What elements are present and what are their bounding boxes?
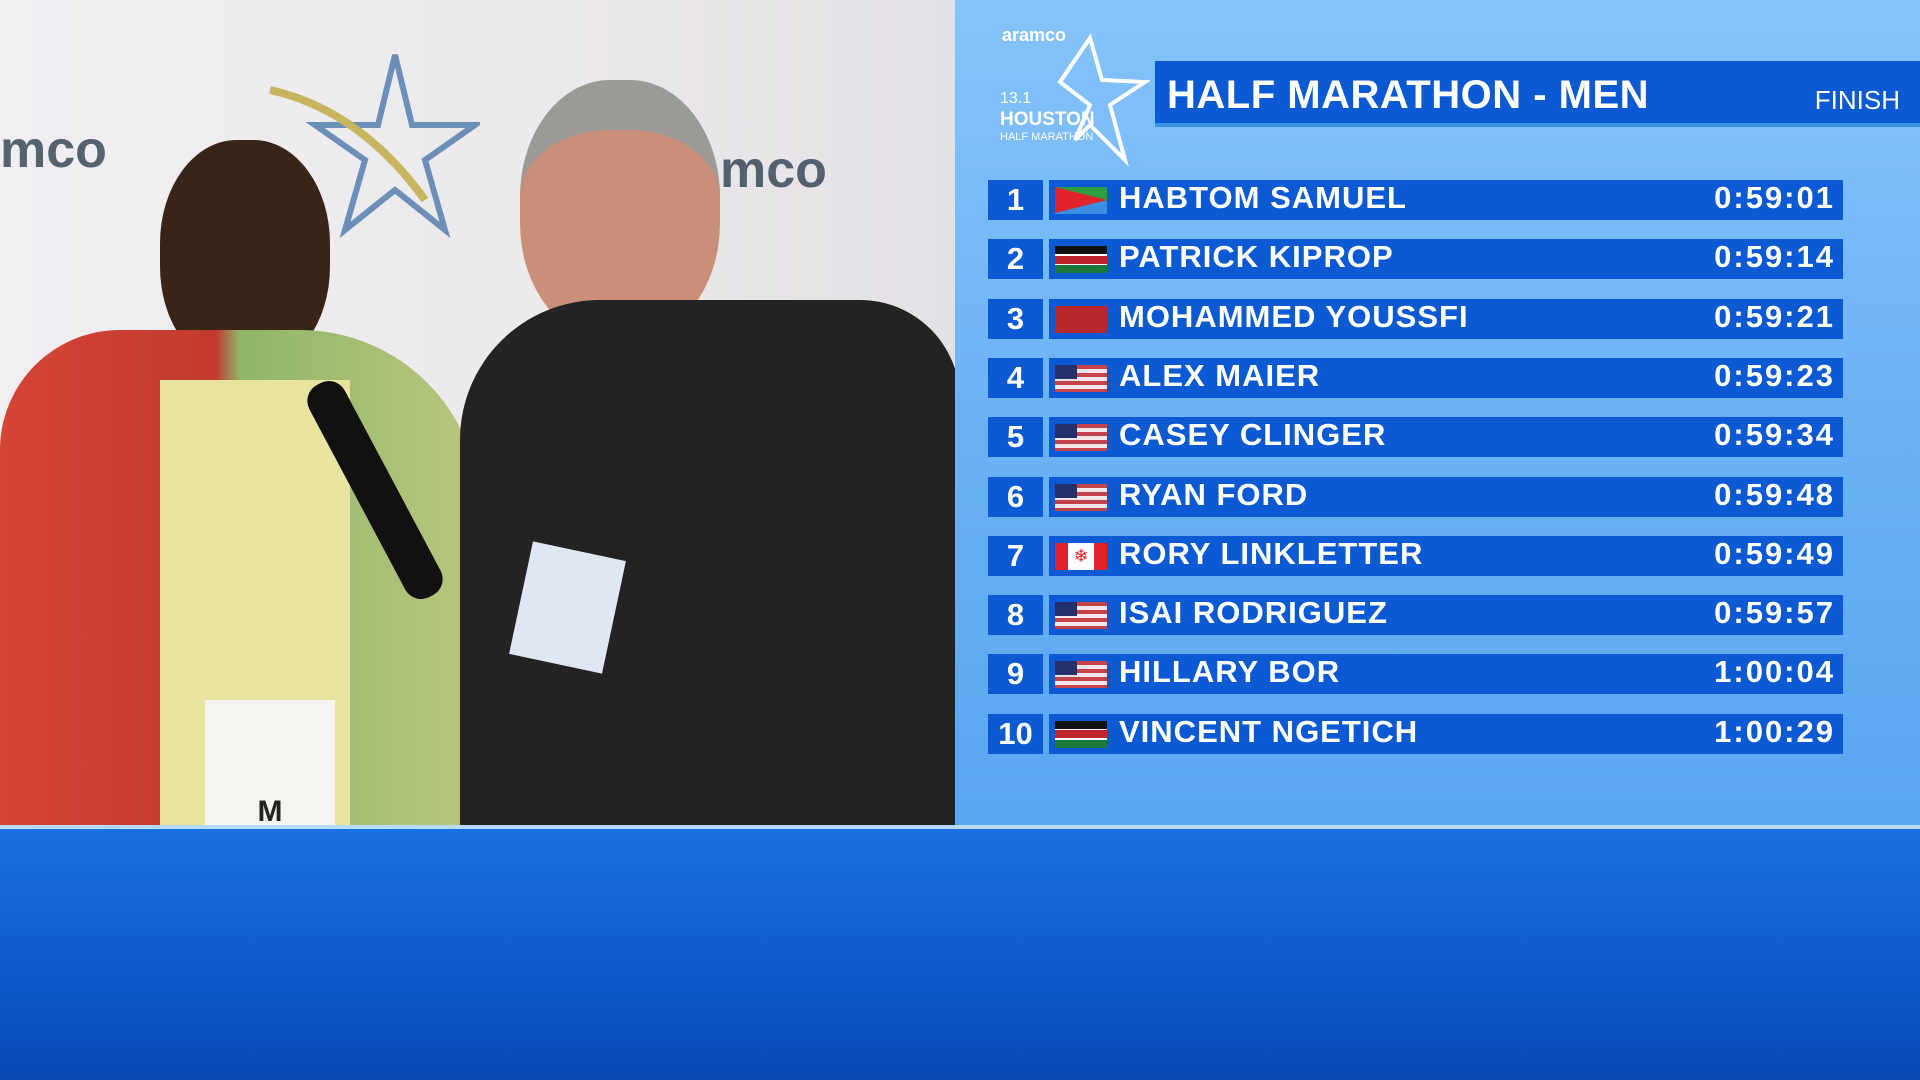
logo-brand: aramco <box>1002 25 1067 45</box>
result-bar: RYAN FORD 0:59:48 <box>1049 476 1843 517</box>
result-bar: HILLARY BOR 1:00:04 <box>1049 654 1843 695</box>
result-row: 5 CASEY CLINGER 0:59:34 <box>988 417 1843 458</box>
position: 2 <box>988 239 1043 280</box>
finish-time: 0:59:49 <box>1714 535 1835 571</box>
position: 3 <box>988 298 1043 339</box>
runner-name: RORY LINKLETTER <box>1119 535 1424 571</box>
lower-banner <box>0 825 1920 1080</box>
result-row: 10 VINCENT NGETICH 1:00:29 <box>988 713 1843 754</box>
canada-flag-icon: ❄ <box>1055 542 1107 570</box>
finish-time: 0:59:48 <box>1714 476 1835 512</box>
finish-time: 0:59:57 <box>1714 595 1835 631</box>
results-board: aramco 13.1 HOUSTON HALF MARATHON HALF M… <box>955 0 1920 825</box>
position: 9 <box>988 654 1043 695</box>
result-row: 3 MOHAMMED YOUSSFI 0:59:21 <box>988 298 1843 339</box>
runner-name: ALEX MAIER <box>1119 357 1321 393</box>
position: 10 <box>988 713 1043 754</box>
usa-flag-icon <box>1055 424 1107 452</box>
runner-name: RYAN FORD <box>1119 476 1309 512</box>
result-bar: MOHAMMED YOUSSFI 0:59:21 <box>1049 298 1843 339</box>
race-title: HALF MARATHON - MEN <box>1167 73 1650 117</box>
results-header: HALF MARATHON - MEN FINISH <box>1155 61 1920 127</box>
position: 6 <box>988 476 1043 517</box>
result-bar: HABTOM SAMUEL 0:59:01 <box>1049 180 1843 220</box>
finish-time: 0:59:23 <box>1714 357 1835 393</box>
finish-time: 1:00:04 <box>1714 654 1835 690</box>
logo-line1: 13.1 <box>1000 90 1032 107</box>
usa-flag-icon <box>1055 602 1107 630</box>
runner-name: ISAI RODRIGUEZ <box>1119 595 1388 631</box>
eritrea-flag-icon <box>1055 187 1107 214</box>
interview-video: mco mco co M SAMUEL <box>0 0 955 825</box>
result-bar: ❄ RORY LINKLETTER 0:59:49 <box>1049 535 1843 576</box>
result-row: 8 ISAI RODRIGUEZ 0:59:57 <box>988 595 1843 636</box>
houston-half-marathon-logo: aramco 13.1 HOUSTON HALF MARATHON <box>990 25 1150 167</box>
split-label: FINISH <box>1814 85 1900 115</box>
race-bib: M SAMUEL <box>205 700 335 825</box>
runner-name: HILLARY BOR <box>1119 654 1341 690</box>
position: 1 <box>988 180 1043 220</box>
finish-time: 0:59:21 <box>1714 298 1835 334</box>
usa-flag-icon <box>1055 661 1107 689</box>
athlete: M SAMUEL <box>0 140 480 825</box>
position: 8 <box>988 595 1043 636</box>
position: 4 <box>988 357 1043 398</box>
position: 5 <box>988 417 1043 458</box>
result-bar: ISAI RODRIGUEZ 0:59:57 <box>1049 595 1843 636</box>
result-bar: ALEX MAIER 0:59:23 <box>1049 357 1843 398</box>
finish-time: 0:59:14 <box>1714 239 1835 275</box>
runner-name: PATRICK KIPROP <box>1119 239 1394 275</box>
backdrop-sponsor-text: mco <box>0 121 107 179</box>
backdrop-star-logo <box>269 54 480 239</box>
result-row: 2 PATRICK KIPROP 0:59:14 <box>988 239 1843 280</box>
logo-line2: HOUSTON <box>1000 109 1095 130</box>
usa-flag-icon <box>1055 364 1107 392</box>
runner-name: HABTOM SAMUEL <box>1119 180 1407 215</box>
result-bar: PATRICK KIPROP 0:59:14 <box>1049 239 1843 280</box>
kenya-flag-icon <box>1055 246 1107 274</box>
star-icon <box>1057 33 1150 167</box>
result-row: 7 ❄ RORY LINKLETTER 0:59:49 <box>988 535 1843 576</box>
interviewer <box>440 80 955 825</box>
result-bar: CASEY CLINGER 0:59:34 <box>1049 417 1843 458</box>
position: 7 <box>988 535 1043 576</box>
backdrop-sponsor-text: mco <box>720 141 827 199</box>
usa-flag-icon <box>1055 483 1107 511</box>
result-row: 9 HILLARY BOR 1:00:04 <box>988 654 1843 695</box>
result-row: 4 ALEX MAIER 0:59:23 <box>988 357 1843 398</box>
kenya-flag-icon <box>1055 720 1107 748</box>
finish-time: 1:00:29 <box>1714 713 1835 749</box>
morocco-flag-icon <box>1055 305 1107 333</box>
result-row: 1 HABTOM SAMUEL 0:59:01 <box>988 180 1843 220</box>
logo-line3: HALF MARATHON <box>1000 131 1094 143</box>
finish-time: 0:59:01 <box>1714 180 1835 215</box>
runner-name: CASEY CLINGER <box>1119 417 1387 453</box>
runner-name: VINCENT NGETICH <box>1119 713 1419 749</box>
result-bar: VINCENT NGETICH 1:00:29 <box>1049 713 1843 754</box>
runner-name: MOHAMMED YOUSSFI <box>1119 298 1469 334</box>
result-row: 6 RYAN FORD 0:59:48 <box>988 476 1843 517</box>
finish-time: 0:59:34 <box>1714 417 1835 453</box>
